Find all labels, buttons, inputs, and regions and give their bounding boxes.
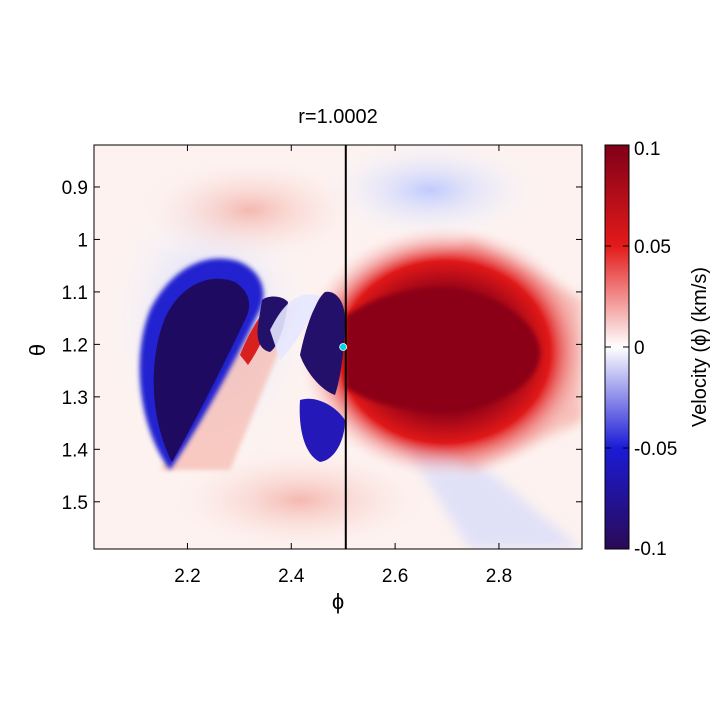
colorbar-ticks: 0.1 0.05 0 -0.05 -0.1	[605, 139, 677, 560]
y-tick-label: 1.2	[62, 335, 88, 356]
red-lobe-core	[346, 288, 540, 411]
x-tick-label: 2.6	[382, 566, 408, 587]
pale-red-region-top	[120, 150, 380, 270]
plot-frame	[93, 144, 583, 550]
blue-filament-a	[257, 296, 288, 352]
x-axis-label: ϕ	[332, 589, 344, 614]
x-axis-ticks: 2.2 2.4 2.6 2.8	[174, 145, 512, 587]
x-tick-label: 2.2	[174, 566, 200, 587]
blue-filament-c	[299, 398, 345, 462]
x-tick-label: 2.8	[486, 566, 512, 587]
x-tick-label: 2.4	[278, 566, 305, 587]
y-axis-ticks: 0.9 1 1.1 1.2 1.3 1.4 1.5	[62, 178, 582, 514]
blue-lobe-core	[153, 278, 250, 462]
y-tick-label: 1.3	[62, 388, 88, 409]
chart-title: r=1.0002	[298, 106, 378, 128]
colorbar-tick-label: 0.05	[634, 237, 671, 258]
colorbar-tick-label: 0.1	[634, 139, 660, 160]
colorbar-tick-label: -0.1	[634, 539, 667, 560]
y-tick-label: 1.4	[62, 440, 89, 461]
y-tick-label: 1.1	[62, 283, 88, 304]
point-marker	[339, 343, 348, 351]
y-tick-label: 0.9	[62, 178, 88, 199]
colorbar-tick-label: 0	[634, 338, 645, 359]
colorbar-tick-label: -0.05	[634, 439, 677, 460]
y-tick-label: 1.5	[62, 493, 88, 514]
pale-streak	[270, 294, 320, 360]
blue-filament-b	[300, 291, 345, 395]
colorbar-label: Velocity (ϕ) (km/s)	[689, 267, 711, 427]
y-tick-label: 1	[77, 230, 88, 251]
heatmap-field	[94, 145, 582, 549]
y-axis-label: θ	[25, 344, 50, 356]
